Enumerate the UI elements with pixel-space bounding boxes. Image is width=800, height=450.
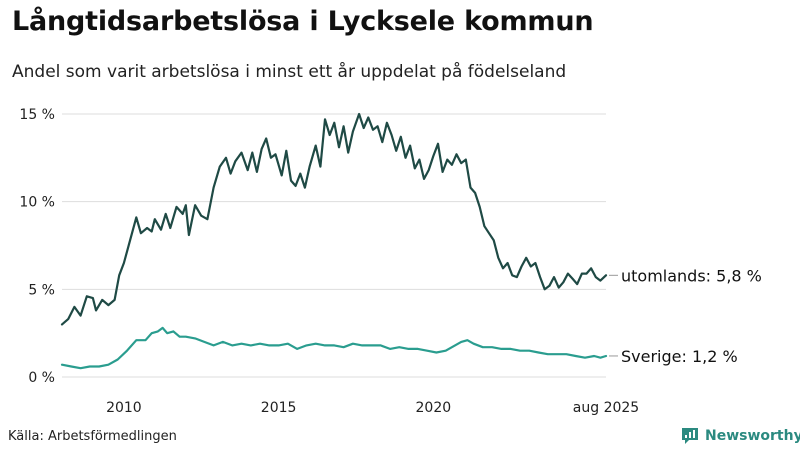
y-tick-label: 15 %: [19, 107, 55, 123]
grid-lines: [62, 113, 606, 378]
x-tick-label: 2010: [106, 400, 142, 416]
source-note: Källa: Arbetsförmedlingen: [8, 429, 177, 444]
page-subtitle: Andel som varit arbetslösa i minst ett å…: [12, 62, 567, 82]
y-tick-label: 10 %: [19, 195, 55, 211]
brand-logo: Newsworthy: [680, 426, 800, 446]
series-lines: [60, 112, 608, 370]
x-tick-label: aug 2025: [573, 400, 639, 416]
x-axis-ticks: 2010 2015 2020 aug 2025: [106, 400, 639, 416]
x-tick-label: 2015: [261, 400, 297, 416]
y-tick-label: 0 %: [28, 370, 55, 386]
series-line-utomlands: [60, 112, 608, 326]
newsworthy-logo-icon: [682, 428, 698, 444]
series-end-labels: utomlands: 5,8 % Sverige: 1,2 %: [609, 266, 762, 366]
brand-name: Newsworthy: [705, 428, 800, 444]
series-line-sverige: [60, 326, 608, 370]
x-tick-label: 2020: [416, 400, 452, 416]
page-title: Långtidsarbetslösa i Lycksele kommun: [12, 6, 594, 37]
y-axis-ticks: 0 % 5 % 10 % 15 %: [19, 107, 55, 386]
series-end-label: utomlands: 5,8 %: [621, 266, 762, 285]
series-end-label: Sverige: 1,2 %: [621, 347, 738, 366]
y-tick-label: 5 %: [28, 282, 55, 298]
